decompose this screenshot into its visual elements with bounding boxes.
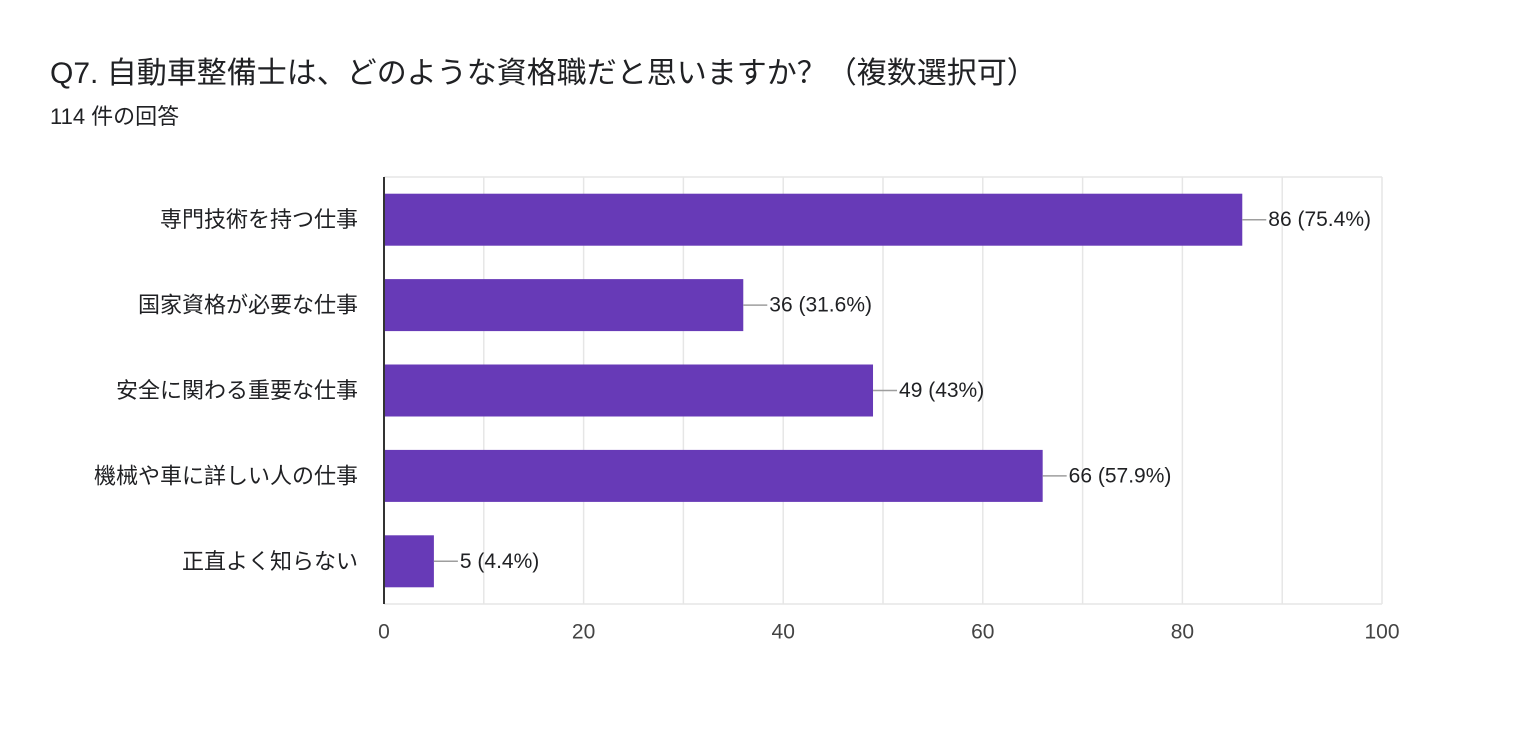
category-label: 国家資格が必要な仕事 bbox=[138, 293, 358, 318]
bar bbox=[384, 449, 1043, 502]
bar bbox=[384, 193, 1243, 246]
bars bbox=[384, 193, 1243, 588]
x-tick-label: 60 bbox=[971, 621, 994, 644]
category-label: 安全に関わる重要な仕事 bbox=[116, 378, 358, 403]
bar bbox=[384, 535, 434, 588]
response-count: 114 件の回答 bbox=[50, 104, 180, 129]
question-title: Q7. 自動車整備士は、どのような資格職だと思いますか？（複数選択可） bbox=[50, 57, 1037, 90]
gridlines bbox=[384, 176, 1383, 605]
category-labels: 専門技術を持つ仕事国家資格が必要な仕事安全に関わる重要な仕事機械や車に詳しい人の… bbox=[94, 207, 358, 574]
data-label: 36 (31.6%) bbox=[769, 294, 872, 317]
x-tick-labels: 0 20 40 60 80 100 bbox=[378, 621, 1399, 644]
x-tick-label: 40 bbox=[772, 621, 795, 644]
x-tick-label: 80 bbox=[1171, 621, 1194, 644]
category-label: 機械や車に詳しい人の仕事 bbox=[94, 463, 358, 488]
leader-lines bbox=[433, 218, 1267, 563]
data-label: 66 (57.9%) bbox=[1069, 464, 1172, 487]
bar bbox=[384, 364, 874, 417]
x-tick-label: 0 bbox=[378, 621, 390, 644]
data-label: 5 (4.4%) bbox=[460, 550, 539, 573]
data-labels: 86 (75.4%) 36 (31.6%) 49 (43%) 66 (57.9%) 5 … bbox=[460, 208, 1371, 573]
x-tick-label: 100 bbox=[1364, 621, 1399, 644]
x-tick-label: 20 bbox=[572, 621, 595, 644]
bar bbox=[384, 279, 744, 332]
category-label: 専門技術を持つ仕事 bbox=[160, 207, 358, 232]
category-label: 正直よく知らない bbox=[182, 549, 358, 574]
data-label: 86 (75.4%) bbox=[1268, 208, 1371, 231]
data-label: 49 (43%) bbox=[899, 379, 984, 402]
